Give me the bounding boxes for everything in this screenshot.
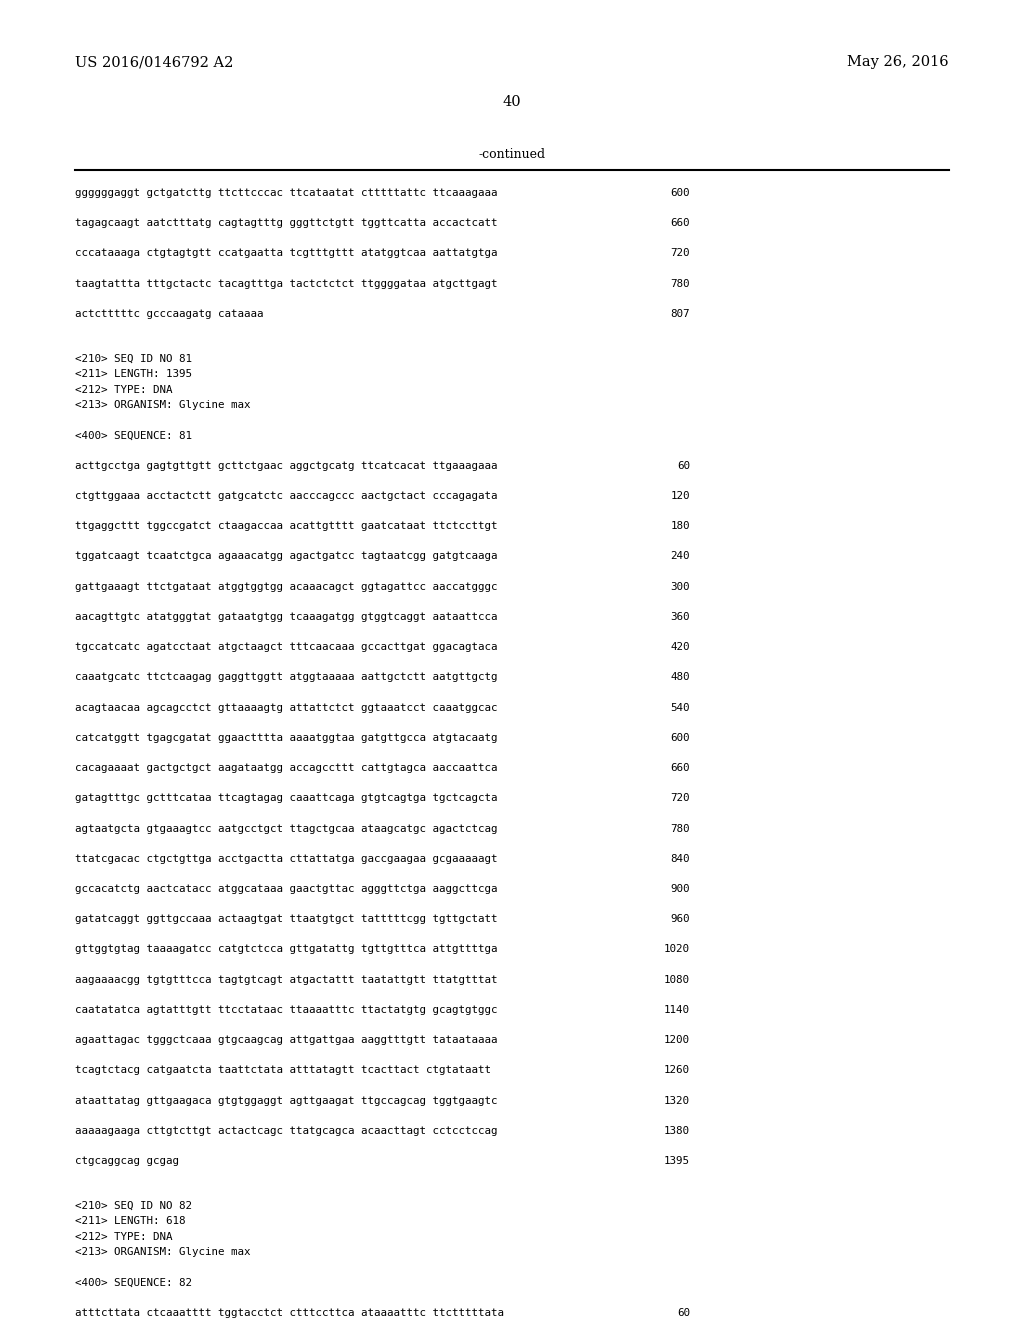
Text: <210> SEQ ID NO 82: <210> SEQ ID NO 82 — [75, 1201, 193, 1210]
Text: 600: 600 — [671, 187, 690, 198]
Text: tggatcaagt tcaatctgca agaaacatgg agactgatcc tagtaatcgg gatgtcaaga: tggatcaagt tcaatctgca agaaacatgg agactga… — [75, 552, 498, 561]
Text: agaattagac tgggctcaaa gtgcaagcag attgattgaa aaggtttgtt tataataaaa: agaattagac tgggctcaaa gtgcaagcag attgatt… — [75, 1035, 498, 1045]
Text: tgccatcatc agatcctaat atgctaagct tttcaacaaa gccacttgat ggacagtaca: tgccatcatc agatcctaat atgctaagct tttcaac… — [75, 642, 498, 652]
Text: 300: 300 — [671, 582, 690, 591]
Text: aaaaagaaga cttgtcttgt actactcagc ttatgcagca acaacttagt cctcctccag: aaaaagaaga cttgtcttgt actactcagc ttatgca… — [75, 1126, 498, 1135]
Text: 960: 960 — [671, 915, 690, 924]
Text: catcatggtt tgagcgatat ggaactttta aaaatggtaa gatgttgcca atgtacaatg: catcatggtt tgagcgatat ggaactttta aaaatgg… — [75, 733, 498, 743]
Text: <211> LENGTH: 618: <211> LENGTH: 618 — [75, 1217, 185, 1226]
Text: 40: 40 — [503, 95, 521, 110]
Text: ttatcgacac ctgctgttga acctgactta cttattatga gaccgaagaa gcgaaaaagt: ttatcgacac ctgctgttga acctgactta cttatta… — [75, 854, 498, 863]
Text: ctgcaggcag gcgag: ctgcaggcag gcgag — [75, 1156, 179, 1166]
Text: gatagtttgc gctttcataa ttcagtagag caaattcaga gtgtcagtga tgctcagcta: gatagtttgc gctttcataa ttcagtagag caaattc… — [75, 793, 498, 804]
Text: 840: 840 — [671, 854, 690, 863]
Text: ataattatag gttgaagaca gtgtggaggt agttgaagat ttgccagcag tggtgaagtc: ataattatag gttgaagaca gtgtggaggt agttgaa… — [75, 1096, 498, 1106]
Text: 540: 540 — [671, 702, 690, 713]
Text: 660: 660 — [671, 763, 690, 774]
Text: <210> SEQ ID NO 81: <210> SEQ ID NO 81 — [75, 354, 193, 364]
Text: aacagttgtc atatgggtat gataatgtgg tcaaagatgg gtggtcaggt aataattcca: aacagttgtc atatgggtat gataatgtgg tcaaaga… — [75, 612, 498, 622]
Text: actctttttc gcccaagatg cataaaa: actctttttc gcccaagatg cataaaa — [75, 309, 263, 319]
Text: 240: 240 — [671, 552, 690, 561]
Text: 780: 780 — [671, 824, 690, 833]
Text: gatatcaggt ggttgccaaa actaagtgat ttaatgtgct tatttttcgg tgttgctatt: gatatcaggt ggttgccaaa actaagtgat ttaatgt… — [75, 915, 498, 924]
Text: ggggggaggt gctgatcttg ttcttcccac ttcataatat ctttttattc ttcaaagaaa: ggggggaggt gctgatcttg ttcttcccac ttcataa… — [75, 187, 498, 198]
Text: 60: 60 — [677, 461, 690, 471]
Text: <400> SEQUENCE: 82: <400> SEQUENCE: 82 — [75, 1278, 193, 1287]
Text: 1320: 1320 — [664, 1096, 690, 1106]
Text: 120: 120 — [671, 491, 690, 502]
Text: gattgaaagt ttctgataat atggtggtgg acaaacagct ggtagattcc aaccatgggc: gattgaaagt ttctgataat atggtggtgg acaaaca… — [75, 582, 498, 591]
Text: acagtaacaa agcagcctct gttaaaagtg attattctct ggtaaatcct caaatggcac: acagtaacaa agcagcctct gttaaaagtg attattc… — [75, 702, 498, 713]
Text: 1380: 1380 — [664, 1126, 690, 1135]
Text: 1200: 1200 — [664, 1035, 690, 1045]
Text: 1020: 1020 — [664, 944, 690, 954]
Text: 720: 720 — [671, 793, 690, 804]
Text: caatatatca agtatttgtt ttcctataac ttaaaatttc ttactatgtg gcagtgtggc: caatatatca agtatttgtt ttcctataac ttaaaat… — [75, 1005, 498, 1015]
Text: US 2016/0146792 A2: US 2016/0146792 A2 — [75, 55, 233, 69]
Text: cacagaaaat gactgctgct aagataatgg accagccttt cattgtagca aaccaattca: cacagaaaat gactgctgct aagataatgg accagcc… — [75, 763, 498, 774]
Text: 480: 480 — [671, 672, 690, 682]
Text: 420: 420 — [671, 642, 690, 652]
Text: ctgttggaaa acctactctt gatgcatctc aacccagccc aactgctact cccagagata: ctgttggaaa acctactctt gatgcatctc aacccag… — [75, 491, 498, 502]
Text: May 26, 2016: May 26, 2016 — [848, 55, 949, 69]
Text: 180: 180 — [671, 521, 690, 531]
Text: aagaaaacgg tgtgtttcca tagtgtcagt atgactattt taatattgtt ttatgtttat: aagaaaacgg tgtgtttcca tagtgtcagt atgacta… — [75, 974, 498, 985]
Text: 660: 660 — [671, 218, 690, 228]
Text: 360: 360 — [671, 612, 690, 622]
Text: 600: 600 — [671, 733, 690, 743]
Text: atttcttata ctcaaatttt tggtacctct ctttccttca ataaaatttc ttctttttata: atttcttata ctcaaatttt tggtacctct ctttcct… — [75, 1308, 504, 1317]
Text: caaatgcatc ttctcaagag gaggttggtt atggtaaaaa aattgctctt aatgttgctg: caaatgcatc ttctcaagag gaggttggtt atggtaa… — [75, 672, 498, 682]
Text: 1080: 1080 — [664, 974, 690, 985]
Text: gttggtgtag taaaagatcc catgtctcca gttgatattg tgttgtttca attgttttga: gttggtgtag taaaagatcc catgtctcca gttgata… — [75, 944, 498, 954]
Text: taagtattta tttgctactc tacagtttga tactctctct ttggggataa atgcttgagt: taagtattta tttgctactc tacagtttga tactctc… — [75, 279, 498, 289]
Text: <213> ORGANISM: Glycine max: <213> ORGANISM: Glycine max — [75, 400, 251, 411]
Text: gccacatctg aactcatacc atggcataaa gaactgttac agggttctga aaggcttcga: gccacatctg aactcatacc atggcataaa gaactgt… — [75, 884, 498, 894]
Text: 900: 900 — [671, 884, 690, 894]
Text: 720: 720 — [671, 248, 690, 259]
Text: acttgcctga gagtgttgtt gcttctgaac aggctgcatg ttcatcacat ttgaaagaaa: acttgcctga gagtgttgtt gcttctgaac aggctgc… — [75, 461, 498, 471]
Text: <213> ORGANISM: Glycine max: <213> ORGANISM: Glycine max — [75, 1247, 251, 1258]
Text: 807: 807 — [671, 309, 690, 319]
Text: -continued: -continued — [478, 148, 546, 161]
Text: 780: 780 — [671, 279, 690, 289]
Text: <212> TYPE: DNA: <212> TYPE: DNA — [75, 385, 172, 395]
Text: <212> TYPE: DNA: <212> TYPE: DNA — [75, 1232, 172, 1242]
Text: 1395: 1395 — [664, 1156, 690, 1166]
Text: 1140: 1140 — [664, 1005, 690, 1015]
Text: cccataaaga ctgtagtgtt ccatgaatta tcgtttgttt atatggtcaa aattatgtga: cccataaaga ctgtagtgtt ccatgaatta tcgtttg… — [75, 248, 498, 259]
Text: <211> LENGTH: 1395: <211> LENGTH: 1395 — [75, 370, 193, 379]
Text: ttgaggcttt tggccgatct ctaagaccaa acattgtttt gaatcataat ttctccttgt: ttgaggcttt tggccgatct ctaagaccaa acattgt… — [75, 521, 498, 531]
Text: 60: 60 — [677, 1308, 690, 1317]
Text: tcagtctacg catgaatcta taattctata atttatagtt tcacttact ctgtataatt: tcagtctacg catgaatcta taattctata atttata… — [75, 1065, 490, 1076]
Text: <400> SEQUENCE: 81: <400> SEQUENCE: 81 — [75, 430, 193, 441]
Text: tagagcaagt aatctttatg cagtagtttg gggttctgtt tggttcatta accactcatt: tagagcaagt aatctttatg cagtagtttg gggttct… — [75, 218, 498, 228]
Text: agtaatgcta gtgaaagtcc aatgcctgct ttagctgcaa ataagcatgc agactctcag: agtaatgcta gtgaaagtcc aatgcctgct ttagctg… — [75, 824, 498, 833]
Text: 1260: 1260 — [664, 1065, 690, 1076]
